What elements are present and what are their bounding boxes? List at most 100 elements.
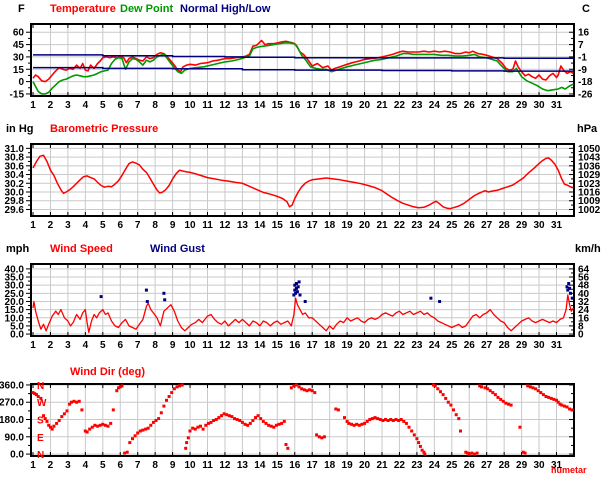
svg-text:23: 23 [411, 460, 423, 471]
svg-text:27: 27 [481, 460, 493, 471]
svg-text:29.6: 29.6 [5, 205, 25, 216]
svg-text:13: 13 [237, 220, 249, 231]
svg-text:13: 13 [237, 340, 249, 351]
svg-text:1002: 1002 [578, 205, 601, 216]
svg-text:-15: -15 [10, 89, 25, 100]
svg-text:23: 23 [411, 100, 423, 111]
svg-text:7: 7 [135, 460, 141, 471]
svg-text:2: 2 [48, 100, 54, 111]
svg-text:5: 5 [100, 340, 106, 351]
svg-text:2: 2 [48, 220, 54, 231]
svg-text:0: 0 [578, 330, 584, 341]
svg-text:35.0: 35.0 [5, 273, 25, 284]
svg-text:1: 1 [30, 340, 36, 351]
svg-text:11: 11 [202, 100, 213, 111]
svg-text:5: 5 [100, 460, 106, 471]
svg-text:15: 15 [272, 100, 284, 111]
svg-text:7: 7 [135, 220, 141, 231]
svg-text:22: 22 [394, 340, 406, 351]
svg-text:10: 10 [184, 460, 196, 471]
svg-text:9: 9 [170, 220, 176, 231]
svg-text:1: 1 [30, 220, 36, 231]
svg-text:16: 16 [289, 100, 301, 111]
svg-text:4: 4 [83, 460, 89, 471]
svg-text:19: 19 [342, 340, 354, 351]
svg-text:-26: -26 [578, 89, 593, 100]
svg-text:28: 28 [499, 460, 511, 471]
legend-temperature: Temperature [50, 3, 116, 15]
svg-text:22: 22 [394, 460, 406, 471]
svg-text:24: 24 [429, 220, 441, 231]
svg-text:27: 27 [481, 100, 493, 111]
svg-text:10.0: 10.0 [5, 313, 25, 324]
svg-text:31.0: 31.0 [5, 144, 25, 155]
svg-text:3: 3 [65, 460, 71, 471]
svg-text:14: 14 [254, 100, 266, 111]
svg-text:16: 16 [289, 340, 301, 351]
svg-text:1043: 1043 [578, 153, 601, 164]
svg-text:7: 7 [135, 100, 141, 111]
svg-text:15: 15 [272, 340, 284, 351]
svg-text:4: 4 [83, 100, 89, 111]
svg-text:25: 25 [446, 460, 458, 471]
svg-text:10: 10 [184, 340, 196, 351]
svg-text:31: 31 [551, 220, 563, 231]
svg-text:E: E [37, 433, 44, 444]
svg-text:14: 14 [254, 340, 266, 351]
svg-text:26: 26 [464, 220, 476, 231]
svg-text:26: 26 [464, 100, 476, 111]
svg-text:48: 48 [578, 281, 590, 292]
svg-text:8: 8 [152, 100, 158, 111]
svg-text:2: 2 [48, 340, 54, 351]
svg-text:31: 31 [551, 100, 563, 111]
svg-text:7: 7 [135, 340, 141, 351]
svg-text:30: 30 [533, 100, 545, 111]
svg-text:20: 20 [359, 340, 371, 351]
svg-text:11: 11 [202, 460, 213, 471]
svg-text:-9: -9 [578, 65, 587, 76]
legend-wind-dir: Wind Dir (deg) [70, 366, 146, 378]
svg-text:3: 3 [65, 220, 71, 231]
svg-text:21: 21 [376, 460, 388, 471]
svg-text:12: 12 [219, 340, 231, 351]
svg-text:19: 19 [342, 100, 354, 111]
svg-text:14: 14 [254, 460, 266, 471]
svg-text:12: 12 [219, 460, 231, 471]
svg-text:5: 5 [100, 220, 106, 231]
svg-text:30.2: 30.2 [5, 179, 25, 190]
svg-text:16: 16 [289, 460, 301, 471]
svg-text:30: 30 [533, 220, 545, 231]
panel-wind-speed: mph Wind Speed Wind Gust km/h 40.0 64 35.0… [0, 240, 614, 360]
svg-text:1: 1 [30, 460, 36, 471]
svg-text:40: 40 [578, 289, 590, 300]
svg-text:20: 20 [359, 100, 371, 111]
svg-text:31: 31 [551, 460, 563, 471]
svg-text:30.4: 30.4 [5, 170, 25, 181]
svg-text:18: 18 [324, 100, 336, 111]
svg-text:-18: -18 [578, 77, 593, 88]
svg-text:8: 8 [152, 340, 158, 351]
panel-pressure: in Hg Barometric Pressure hPa 31.0 1050 30… [0, 120, 614, 240]
svg-text:30.6: 30.6 [5, 161, 25, 172]
svg-text:29: 29 [516, 340, 528, 351]
svg-text:5: 5 [100, 100, 106, 111]
svg-text:8: 8 [152, 220, 158, 231]
svg-text:24: 24 [429, 460, 441, 471]
svg-text:27: 27 [481, 340, 493, 351]
svg-text:30.0: 30.0 [5, 188, 25, 199]
svg-text:56: 56 [578, 273, 590, 284]
unit-left-label: F [18, 3, 25, 15]
svg-text:17: 17 [307, 100, 319, 111]
svg-text:0.0: 0.0 [10, 330, 24, 341]
svg-text:11: 11 [202, 220, 213, 231]
svg-text:9: 9 [170, 100, 176, 111]
svg-text:3: 3 [65, 340, 71, 351]
svg-text:25.0: 25.0 [5, 289, 25, 300]
svg-text:12: 12 [219, 100, 231, 111]
legend-barometric-pressure: Barometric Pressure [50, 123, 159, 135]
svg-text:32: 32 [578, 297, 590, 308]
